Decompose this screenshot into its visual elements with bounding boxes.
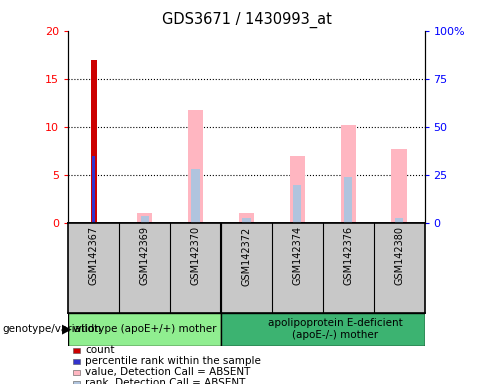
Text: GSM142369: GSM142369: [140, 226, 150, 285]
Text: GSM142370: GSM142370: [190, 226, 201, 285]
Text: GSM142367: GSM142367: [89, 226, 99, 285]
Text: apolipoprotein E-deficient
(apoE-/-) mother: apolipoprotein E-deficient (apoE-/-) mot…: [268, 318, 403, 340]
Bar: [239, 213, 254, 223]
Text: GSM142372: GSM142372: [242, 226, 251, 286]
Bar: [344, 177, 352, 223]
Text: count: count: [85, 345, 115, 355]
Bar: [91, 60, 97, 223]
Bar: [137, 213, 152, 223]
Bar: [221, 313, 425, 346]
Bar: [191, 169, 200, 223]
Bar: [290, 156, 305, 223]
Text: ▶: ▶: [62, 323, 72, 336]
Text: percentile rank within the sample: percentile rank within the sample: [85, 356, 261, 366]
Bar: [341, 125, 356, 223]
Text: rank, Detection Call = ABSENT: rank, Detection Call = ABSENT: [85, 378, 246, 384]
Bar: [188, 111, 203, 223]
Bar: [92, 156, 95, 223]
Text: GSM142376: GSM142376: [343, 226, 353, 285]
Bar: [391, 149, 407, 223]
Title: GDS3671 / 1430993_at: GDS3671 / 1430993_at: [162, 12, 331, 28]
Text: value, Detection Call = ABSENT: value, Detection Call = ABSENT: [85, 367, 251, 377]
Bar: [243, 218, 250, 223]
Bar: [68, 313, 221, 346]
Bar: [395, 218, 403, 223]
Text: GSM142380: GSM142380: [394, 226, 404, 285]
Bar: [141, 216, 149, 223]
Text: genotype/variation: genotype/variation: [2, 324, 102, 334]
Text: wildtype (apoE+/+) mother: wildtype (apoE+/+) mother: [73, 324, 216, 334]
Bar: [293, 185, 302, 223]
Text: GSM142374: GSM142374: [292, 226, 303, 285]
